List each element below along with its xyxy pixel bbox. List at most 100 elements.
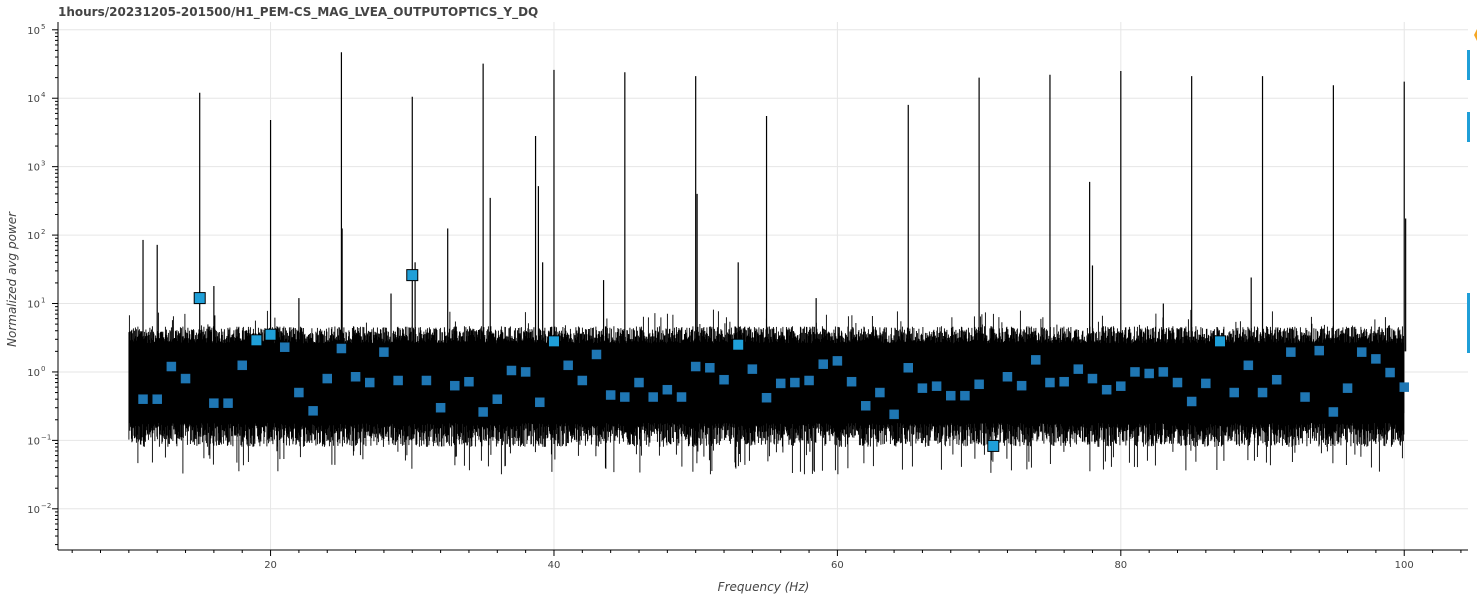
- data-marker: [450, 380, 460, 391]
- data-marker: [1087, 373, 1098, 384]
- data-marker: [1399, 382, 1409, 392]
- data-marker: [180, 373, 191, 384]
- data-marker: [974, 379, 984, 390]
- data-marker: [1314, 345, 1324, 356]
- data-marker: [1158, 367, 1169, 377]
- data-marker: [1385, 367, 1395, 378]
- data-marker: [960, 390, 970, 401]
- data-marker: [634, 377, 644, 388]
- y-tick-label: 10: [27, 94, 40, 105]
- data-marker: [889, 409, 899, 420]
- data-marker: [732, 338, 745, 351]
- y-tick-exponent: 3: [41, 160, 45, 168]
- data-marker: [775, 378, 786, 389]
- x-tick-label: 60: [831, 560, 844, 571]
- data-marker: [279, 342, 290, 352]
- plot-toolbar: [1467, 29, 1477, 353]
- data-marker: [1371, 354, 1381, 364]
- data-marker: [365, 377, 375, 388]
- data-marker: [1073, 364, 1084, 374]
- pan-tool-icon: [1467, 50, 1470, 80]
- y-tick-exponent: 1: [41, 297, 45, 305]
- data-marker: [520, 367, 531, 377]
- data-marker: [662, 384, 673, 395]
- data-marker: [322, 373, 332, 384]
- y-tick-label: 10: [27, 368, 40, 379]
- spectrum-peaks: [142, 52, 1407, 352]
- data-marker: [237, 360, 247, 371]
- data-marker: [1271, 374, 1282, 385]
- y-tick-label: 10: [27, 231, 40, 242]
- data-marker: [1116, 381, 1126, 391]
- data-marker: [591, 349, 602, 360]
- y-tick-label: 10: [27, 26, 40, 37]
- data-marker: [1031, 355, 1041, 365]
- y-tick-exponent: 0: [41, 365, 45, 373]
- data-marker: [209, 398, 219, 408]
- y-tick-exponent: −1: [41, 433, 51, 441]
- data-marker: [1356, 347, 1367, 357]
- data-marker: [308, 406, 318, 416]
- data-marker: [605, 390, 616, 400]
- data-marker: [648, 392, 658, 402]
- data-marker: [223, 398, 233, 408]
- data-marker: [193, 292, 206, 305]
- data-marker: [1214, 335, 1227, 348]
- star-icon: [1474, 29, 1477, 41]
- data-marker: [832, 356, 843, 366]
- zoom-tool-icon: [1467, 112, 1470, 142]
- data-marker: [705, 363, 715, 373]
- data-marker: [818, 359, 828, 369]
- data-marker: [506, 365, 517, 376]
- data-marker: [917, 383, 928, 393]
- data-marker: [406, 269, 419, 282]
- data-marker: [761, 392, 772, 403]
- data-marker: [547, 335, 560, 348]
- data-marker: [620, 392, 630, 402]
- data-marker: [166, 361, 177, 372]
- data-marker: [931, 381, 942, 391]
- data-marker: [690, 361, 701, 372]
- data-markers: [138, 269, 1409, 452]
- data-marker: [478, 407, 488, 417]
- data-marker: [846, 376, 857, 387]
- hover-tool-icon: [1467, 293, 1470, 353]
- data-marker: [1229, 387, 1239, 398]
- data-marker: [379, 347, 389, 357]
- data-marker: [1300, 392, 1310, 402]
- data-marker: [804, 375, 814, 386]
- data-marker: [1130, 367, 1140, 377]
- y-tick-label: 10: [27, 163, 40, 174]
- x-axis-label: Frequency (Hz): [717, 580, 810, 594]
- data-marker: [1257, 387, 1268, 398]
- data-marker: [492, 394, 503, 404]
- x-tick-label: 40: [548, 560, 561, 571]
- data-marker: [747, 364, 758, 374]
- data-marker: [421, 375, 432, 386]
- data-marker: [350, 372, 361, 382]
- data-marker: [336, 343, 347, 354]
- data-marker: [138, 394, 148, 404]
- data-marker: [1342, 383, 1353, 393]
- data-marker: [435, 402, 446, 413]
- data-marker: [860, 401, 871, 411]
- data-marker: [563, 360, 573, 371]
- y-tick-label: 10: [27, 505, 40, 516]
- data-marker: [1059, 376, 1069, 387]
- data-marker: [903, 363, 914, 373]
- grid-lines: [58, 22, 1468, 550]
- data-marker: [152, 394, 162, 404]
- data-marker: [1243, 360, 1254, 371]
- y-tick-exponent: 5: [41, 23, 45, 31]
- data-marker: [1186, 396, 1197, 407]
- data-marker: [987, 439, 1000, 452]
- y-tick-label: 10: [27, 300, 40, 311]
- data-marker: [1286, 347, 1296, 357]
- data-marker: [1002, 372, 1013, 382]
- y-tick-exponent: −2: [41, 502, 51, 510]
- data-marker: [1172, 377, 1183, 388]
- data-marker: [1101, 384, 1112, 395]
- data-marker: [1045, 377, 1055, 388]
